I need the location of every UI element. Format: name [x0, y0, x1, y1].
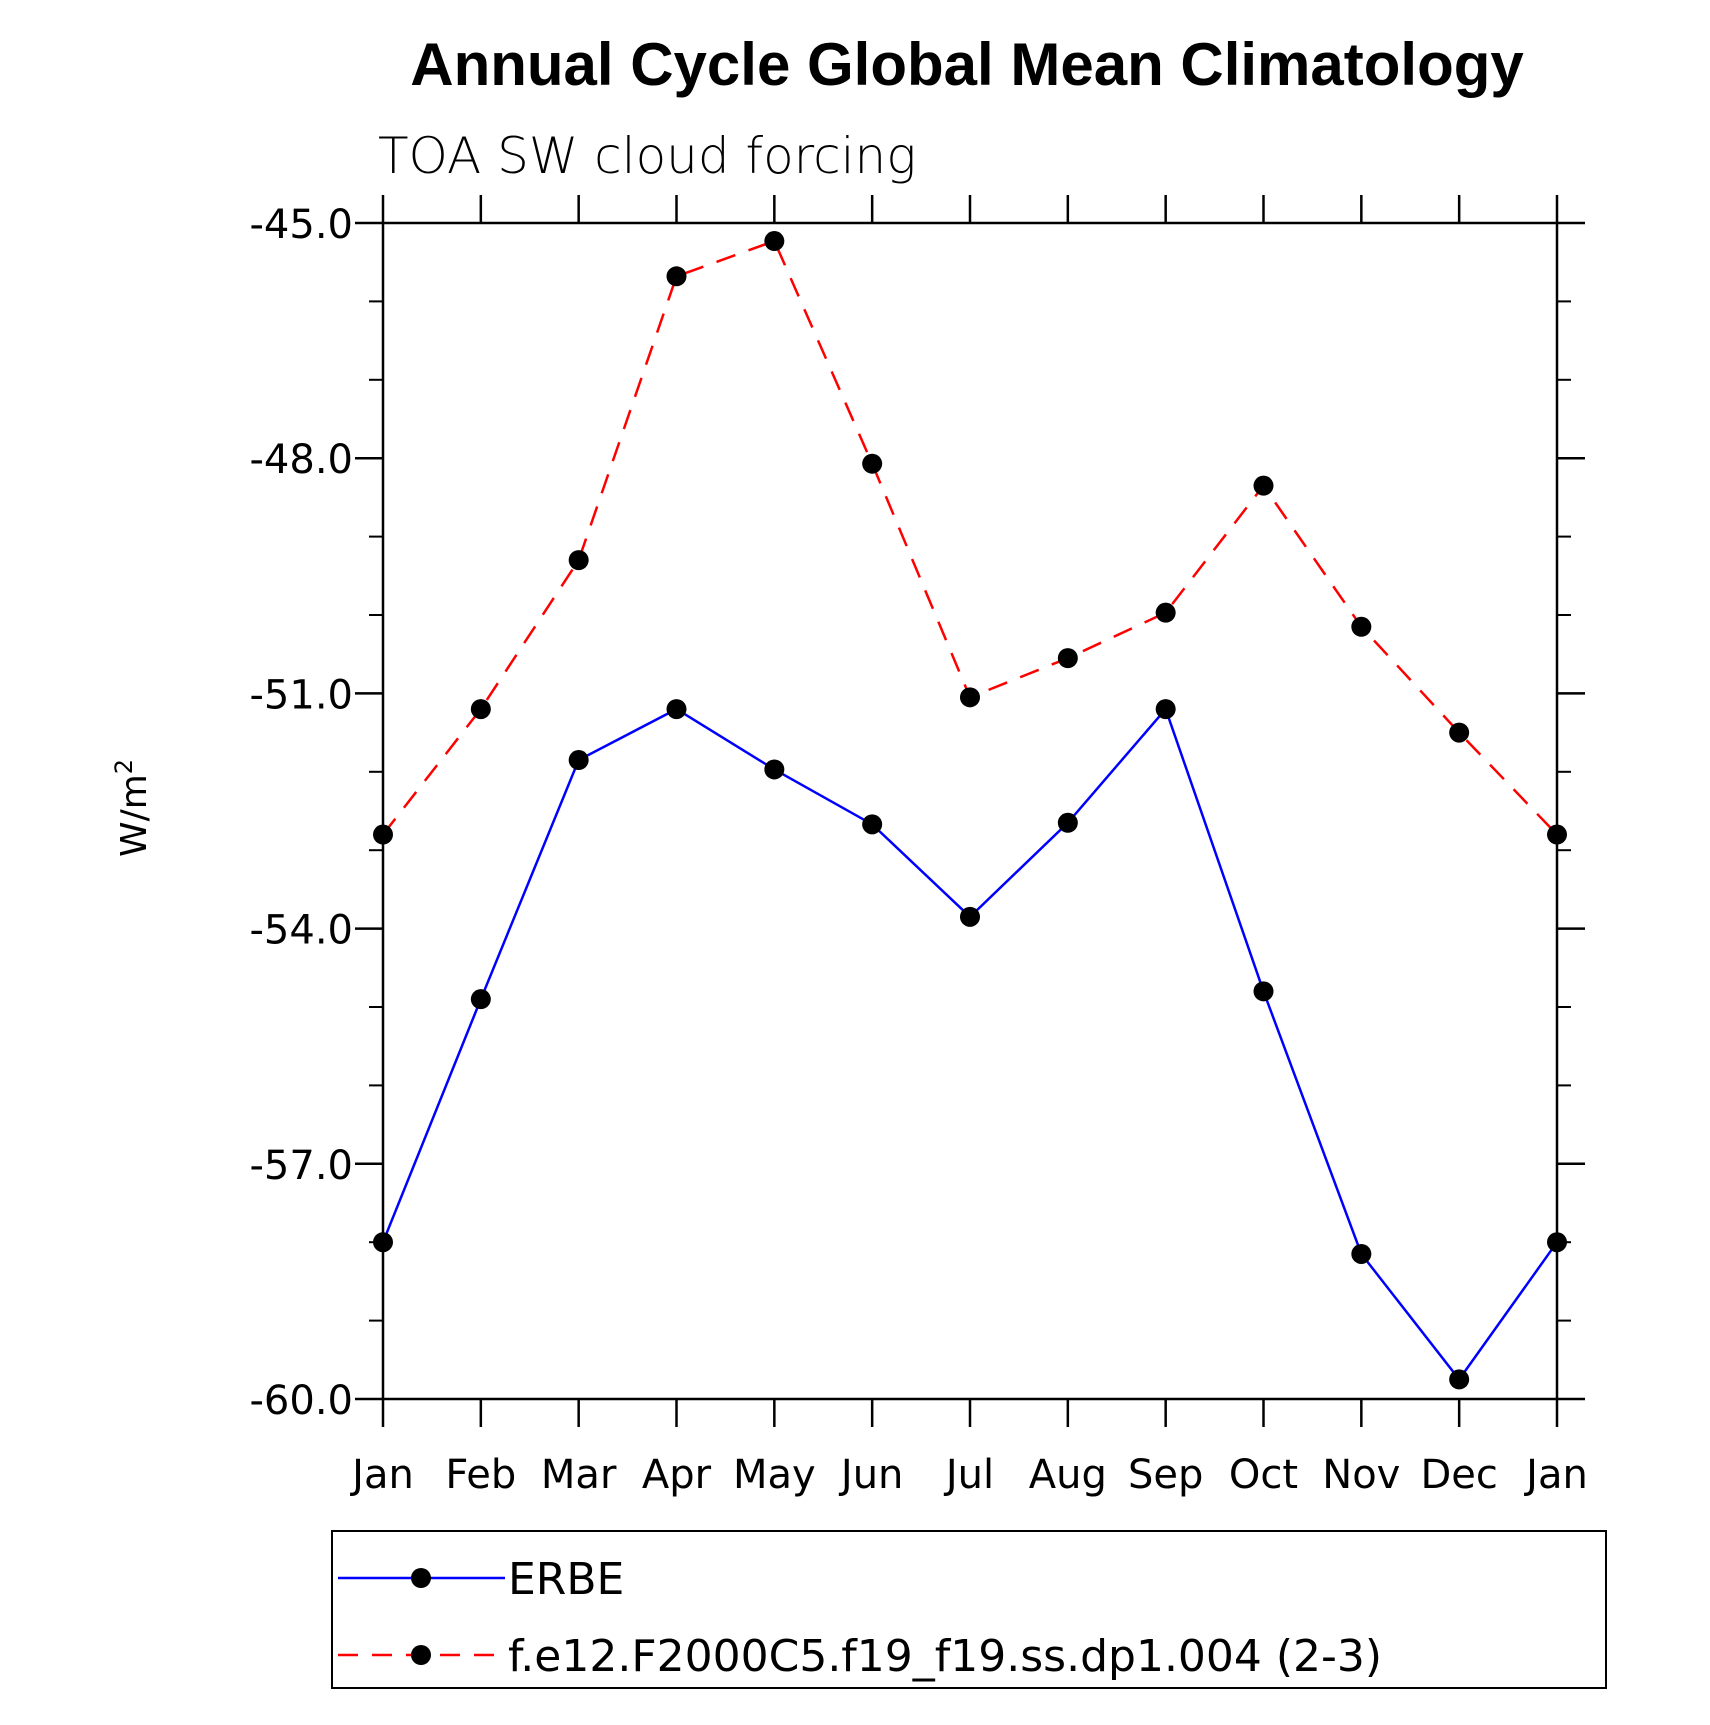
- data-point-1: [568, 550, 589, 571]
- legend-label-erbe: ERBE: [508, 1554, 624, 1605]
- x-tick-label: Nov: [1322, 1452, 1400, 1498]
- data-point-0: [1155, 699, 1176, 720]
- data-point-1: [666, 266, 687, 287]
- legend-label-model: f.e12.F2000C5.f19_f19.ss.dp1.004 (2-3): [508, 1631, 1382, 1682]
- legend-marker-model: [411, 1645, 431, 1665]
- plot-axes: -45.0 -48.0 -51.0 -54.0 -57.0 -60.0 Jan Feb Mar A…: [250, 195, 1588, 1498]
- y-tick-label: -60.0: [250, 1378, 354, 1424]
- x-tick-label: Dec: [1420, 1452, 1497, 1498]
- data-point-0: [470, 989, 491, 1010]
- y-tick-label: -45.0: [250, 202, 354, 248]
- y-tick-label: -57.0: [250, 1143, 354, 1189]
- data-point-1: [1253, 475, 1274, 496]
- data-point-1: [862, 453, 883, 474]
- x-tick-label: Jan: [1523, 1452, 1588, 1498]
- chart-title: Annual Cycle Global Mean Climatology: [410, 31, 1524, 98]
- data-point-1: [373, 824, 393, 845]
- x-tick-label: Jan: [349, 1452, 414, 1498]
- data-point-0: [1057, 812, 1078, 833]
- y-tick-label: -51.0: [250, 672, 354, 718]
- legend-box: [331, 1530, 1607, 1689]
- data-point-0: [1253, 981, 1274, 1002]
- series-line-1: [382, 239, 1558, 836]
- data-point-1: [1057, 648, 1078, 669]
- data-point-0: [666, 699, 687, 720]
- y-axis-label-text: W/m: [114, 774, 155, 857]
- x-tick-label: Sep: [1128, 1452, 1203, 1498]
- data-point-0: [1351, 1243, 1372, 1264]
- data-point-0: [568, 750, 589, 771]
- data-point-1: [1449, 722, 1470, 743]
- y-axis-label: W/m2: [110, 759, 155, 857]
- data-point-0: [1449, 1369, 1470, 1390]
- series-line-0: [381, 706, 1559, 1382]
- x-tick-label: Aug: [1029, 1452, 1107, 1498]
- legend-marker-erbe: [411, 1568, 431, 1588]
- x-tick-label: Apr: [642, 1452, 712, 1498]
- data-point-0: [373, 1232, 393, 1253]
- data-point-1: [960, 687, 980, 708]
- y-tick-label: -54.0: [250, 908, 354, 954]
- x-tick-label: Feb: [445, 1452, 516, 1498]
- data-series: [373, 231, 1567, 1390]
- data-point-0: [862, 814, 883, 835]
- data-point-0: [764, 759, 785, 780]
- y-axis-label-superscript: 2: [110, 759, 138, 774]
- y-tick-label: -48.0: [250, 437, 354, 483]
- x-tick-label: Jul: [943, 1452, 994, 1498]
- x-tick-label: May: [733, 1452, 816, 1498]
- x-tick-label: Mar: [541, 1452, 617, 1498]
- data-point-1: [764, 231, 785, 252]
- data-point-1: [1351, 616, 1372, 637]
- data-point-1: [1155, 602, 1176, 623]
- data-point-1: [1547, 824, 1567, 845]
- chart-subtitle: TOA SW cloud forcing: [378, 127, 916, 185]
- x-tick-label: Oct: [1229, 1452, 1298, 1498]
- data-point-0: [1547, 1232, 1567, 1253]
- data-point-0: [960, 906, 980, 927]
- x-tick-label: Jun: [838, 1452, 904, 1498]
- data-point-1: [470, 699, 491, 720]
